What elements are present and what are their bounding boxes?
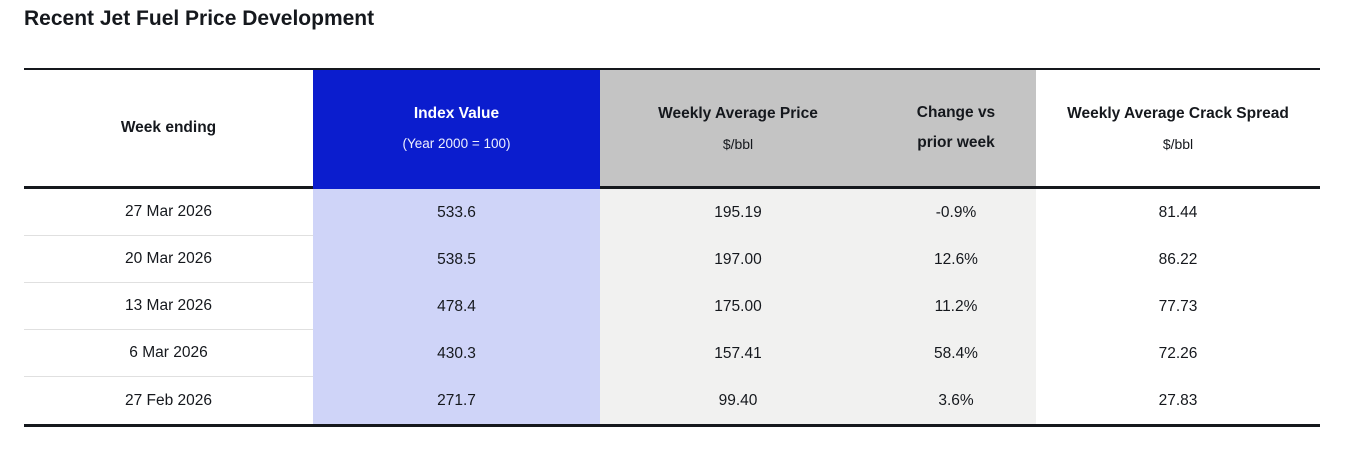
week-ending-cell: 27 Mar 2026 [24,189,313,236]
jet-fuel-price-table: Week ending Index Value (Year 2000 = 100… [24,68,1320,427]
index-value-cell: 271.7 [313,377,600,424]
page-title: Recent Jet Fuel Price Development [24,7,375,30]
header-label: Week ending [120,119,217,136]
crack-spread-cell: 86.22 [1036,236,1320,283]
header-label: Weekly Average Crack Spread [1067,104,1289,122]
week-ending-cell: 27 Feb 2026 [24,377,313,424]
avg-price-cell: 175.00 [600,283,876,330]
table-row: 20 Mar 2026 538.5 197.00 12.6% 86.22 [24,236,1320,283]
header-week-ending: Week ending [24,70,313,189]
week-ending-cell: 20 Mar 2026 [24,236,313,283]
table-body: 27 Mar 2026 533.6 195.19 -0.9% 81.44 20 … [24,189,1320,427]
header-change-vs-prior-week: Change vs prior week [876,70,1036,189]
avg-price-cell: 197.00 [600,236,876,283]
table-row: 27 Feb 2026 271.7 99.40 3.6% 27.83 [24,377,1320,424]
table-row: 27 Mar 2026 533.6 195.19 -0.9% 81.44 [24,189,1320,236]
header-label: Change vs [916,104,996,121]
header-sublabel: $/bbl [1162,135,1194,152]
change-cell: 3.6% [876,377,1036,424]
change-cell: -0.9% [876,189,1036,236]
header-crack-spread: Weekly Average Crack Spread $/bbl [1036,70,1320,189]
header-label: Index Value [413,105,500,122]
header-sublabel: $/bbl [722,135,754,152]
crack-spread-cell: 81.44 [1036,189,1320,236]
week-ending-cell: 13 Mar 2026 [24,283,313,330]
header-weekly-average-price: Weekly Average Price $/bbl [600,70,876,189]
crack-spread-cell: 27.83 [1036,377,1320,424]
index-value-cell: 430.3 [313,330,600,377]
avg-price-cell: 195.19 [600,189,876,236]
index-value-cell: 533.6 [313,189,600,236]
change-cell: 11.2% [876,283,1036,330]
index-value-cell: 478.4 [313,283,600,330]
header-index-value: Index Value (Year 2000 = 100) [313,70,600,189]
change-cell: 12.6% [876,236,1036,283]
week-ending-cell: 6 Mar 2026 [24,330,313,377]
index-value-cell: 538.5 [313,236,600,283]
table-row: 6 Mar 2026 430.3 157.41 58.4% 72.26 [24,330,1320,377]
crack-spread-cell: 72.26 [1036,330,1320,377]
header-label: Weekly Average Price [658,104,818,122]
avg-price-cell: 99.40 [600,377,876,424]
table-row: 13 Mar 2026 478.4 175.00 11.2% 77.73 [24,283,1320,330]
change-cell: 58.4% [876,330,1036,377]
header-sublabel: prior week [917,134,995,151]
table-header-row: Week ending Index Value (Year 2000 = 100… [24,70,1320,189]
avg-price-cell: 157.41 [600,330,876,377]
header-sublabel: (Year 2000 = 100) [402,136,511,151]
crack-spread-cell: 77.73 [1036,283,1320,330]
